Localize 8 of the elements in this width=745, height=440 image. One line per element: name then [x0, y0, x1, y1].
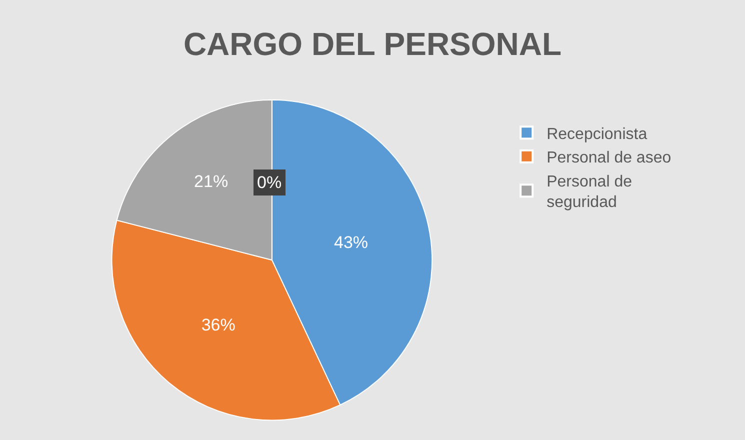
data-label: 21%	[194, 172, 228, 192]
legend-label: Personal de aseo	[546, 150, 672, 167]
legend-label: Recepcionista	[546, 126, 648, 143]
chart-title: CARGO DEL PERSONAL	[183, 26, 562, 62]
data-label: 36%	[201, 315, 236, 334]
legend-label: Personal de seguridad	[546, 173, 632, 212]
text: 0%	[257, 173, 282, 192]
data-label: 43%	[334, 232, 368, 252]
